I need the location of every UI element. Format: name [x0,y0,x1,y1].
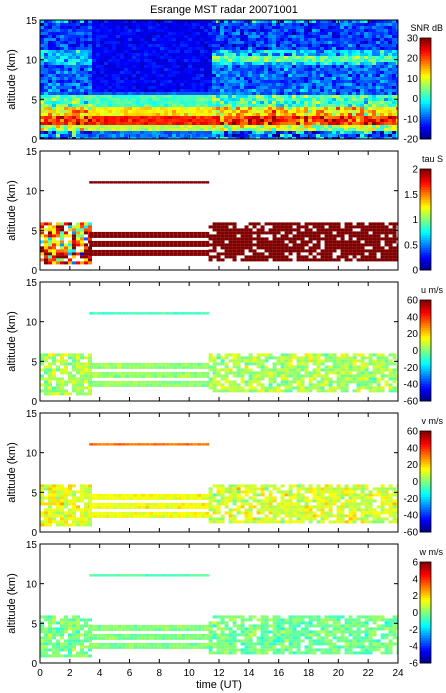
y-axis-label: altitude (km) [6,442,18,503]
colorbar-tau: 2 1.5 1 0.5 0 tau S [404,154,443,277]
colorbar-tick-label: -60 [404,397,419,408]
panel-v: 0 5 10 15 altitude (km) 60 40 20 0 -20 -40 -60 v m/s [6,409,443,539]
panel-tau: 0 5 10 15 altitude (km) 2 1.5 1 0.5 0 tau S [6,147,443,277]
colorbar-tick-label: -40 [404,511,419,522]
colorbar-tick-label: 0 [412,477,418,488]
colorbar-tick-label: 2 [412,165,418,176]
colorbar-tick-label: 60 [407,296,419,307]
colorbar-tick-label: 0 [412,608,418,619]
x-tick-label: 20 [333,668,345,679]
colorbar-tick-label: 6 [412,558,418,569]
data-tau [40,181,398,265]
colorbar-tick-label: 4 [412,574,418,585]
y-tick-label: 5 [31,357,37,368]
y-tick-label: 5 [31,95,37,106]
x-tick-label: 10 [184,668,196,679]
y-tick-label: 10 [26,56,38,67]
panel-u: 0 5 10 15 altitude (km) 60 40 20 0 -20 -40 -60 u m/s [6,278,443,408]
colorbar-label: SNR dB [410,23,443,33]
colorbar-SNR: 30 20 10 0 -10 -20 SNR dB [404,23,443,146]
colorbar-tick-label: 1 [412,215,418,226]
data-v [40,443,398,527]
y-tick-label: 0 [31,397,37,408]
colorbar-tick-label: -40 [404,380,419,391]
x-tick-label: 12 [213,668,225,679]
colorbar-tick-label: -10 [404,114,419,125]
y-tick-label: 10 [26,318,38,329]
y-tick-label: 0 [31,266,37,277]
colorbar-tick-label: 40 [407,312,419,323]
colorbar-tick-label: -6 [409,659,418,670]
y-axis-label: altitude (km) [6,180,18,241]
colorbar-tick-label: -2 [409,625,418,636]
colorbar-tick-label: 0 [412,266,418,277]
colorbar-tick-label: 60 [407,427,419,438]
data-u [40,312,398,396]
colorbar-tick-label: 40 [407,443,419,454]
x-tick-label: 2 [67,668,73,679]
colorbar-tick-label: -20 [404,363,419,374]
colorbar-tick-label: 2 [412,591,418,602]
x-axis-label: time (UT) [196,679,242,691]
colorbar-tick-label: -4 [409,642,418,653]
y-tick-label: 10 [26,580,38,591]
y-tick-label: 5 [31,488,37,499]
colorbar-label: u m/s [421,285,444,295]
x-tick-label: 14 [243,668,255,679]
y-tick-label: 5 [31,226,37,237]
y-tick-label: 15 [26,409,38,420]
colorbar-tick-label: -60 [404,528,419,539]
y-tick-label: 10 [26,449,38,460]
colorbar-label: tau S [422,154,443,164]
data-SNR [40,20,398,139]
colorbar-u: 60 40 20 0 -20 -40 -60 u m/s [404,285,444,408]
y-tick-label: 15 [26,16,38,27]
colorbar-tick-label: 20 [407,460,419,471]
y-tick-label: 15 [26,540,38,551]
y-tick-label: 15 [26,278,38,289]
colorbar-label: v m/s [422,416,444,426]
y-tick-label: 15 [26,147,38,158]
y-tick-label: 0 [31,528,37,539]
colorbar-tick-label: 0 [412,346,418,357]
y-tick-label: 0 [31,659,37,670]
x-tick-label: 4 [97,668,103,679]
y-axis-label: altitude (km) [6,311,18,372]
x-tick-label: 6 [127,668,133,679]
x-tick-label: 8 [157,668,163,679]
colorbar-tick-label: -20 [404,494,419,505]
y-axis-label: altitude (km) [6,573,18,634]
figure-title: Esrange MST radar 20071001 [150,4,298,16]
y-tick-label: 0 [31,135,37,146]
x-tick-label: 16 [273,668,285,679]
colorbar-v: 60 40 20 0 -20 -40 -60 v m/s [404,416,444,539]
data-w [40,574,398,658]
x-tick-label: 22 [363,668,375,679]
colorbar-tick-label: 30 [407,34,419,45]
colorbar-tick-label: 10 [407,74,419,85]
colorbar-tick-label: -20 [404,135,419,146]
colorbar-tick-label: 0 [412,94,418,105]
y-tick-label: 10 [26,187,38,198]
y-tick-label: 5 [31,619,37,630]
colorbar-tick-label: 20 [407,329,419,340]
colorbar-tick-label: 1.5 [404,190,418,201]
colorbar-tick-label: 0.5 [404,240,418,251]
x-tick-label: 18 [303,668,315,679]
y-axis-label: altitude (km) [6,49,18,110]
x-tick-label: 24 [392,668,404,679]
colorbar-label: w m/s [419,547,444,557]
x-tick-label: 0 [37,668,43,679]
colorbar-tick-label: 20 [407,54,419,65]
colorbar-w: 6 4 2 0 -2 -4 -6 w m/s [409,547,443,670]
panel-SNR: 0 5 10 15 altitude (km) 30 20 10 0 -10 -20 SNR dB [6,16,443,146]
